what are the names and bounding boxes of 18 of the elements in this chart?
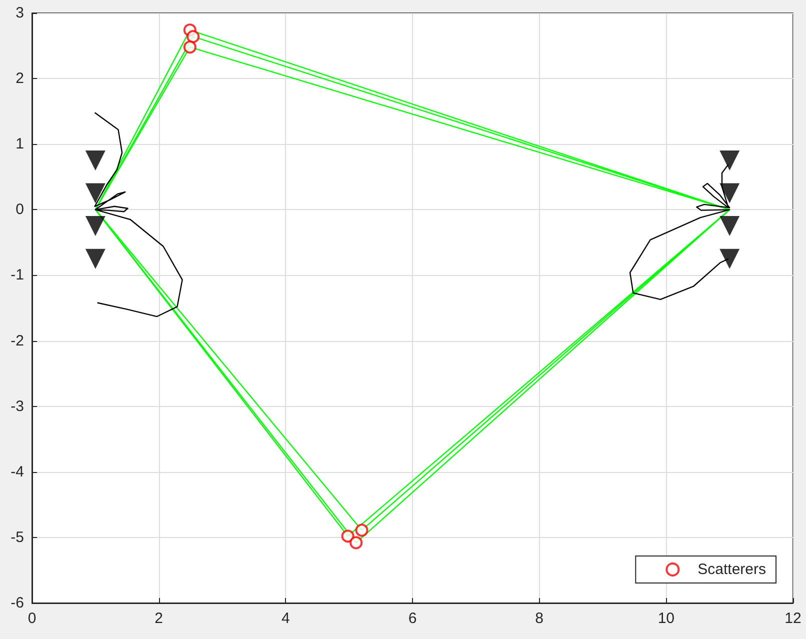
x-tick-label: 2 [154,610,164,627]
x-tick-label: 12 [784,610,802,627]
y-tick-label: 1 [16,136,24,153]
y-tick-label: -4 [10,463,24,480]
x-tick-label: 10 [658,610,675,627]
x-tick-label: 0 [28,610,36,627]
legend-label: Scatterers [698,561,766,578]
x-tick-label: 8 [535,610,544,627]
y-tick-label: -6 [10,594,24,612]
y-tick-label: 3 [16,4,24,22]
x-tick-label: 4 [281,610,290,627]
y-tick-label: -1 [10,266,24,284]
y-tick-label: -3 [10,398,24,415]
y-tick-label: -5 [10,528,24,546]
y-tick-label: 2 [16,70,24,88]
x-tick-label: 6 [408,610,417,627]
y-tick-label: -2 [10,332,24,350]
y-tick-label: 0 [16,201,24,218]
